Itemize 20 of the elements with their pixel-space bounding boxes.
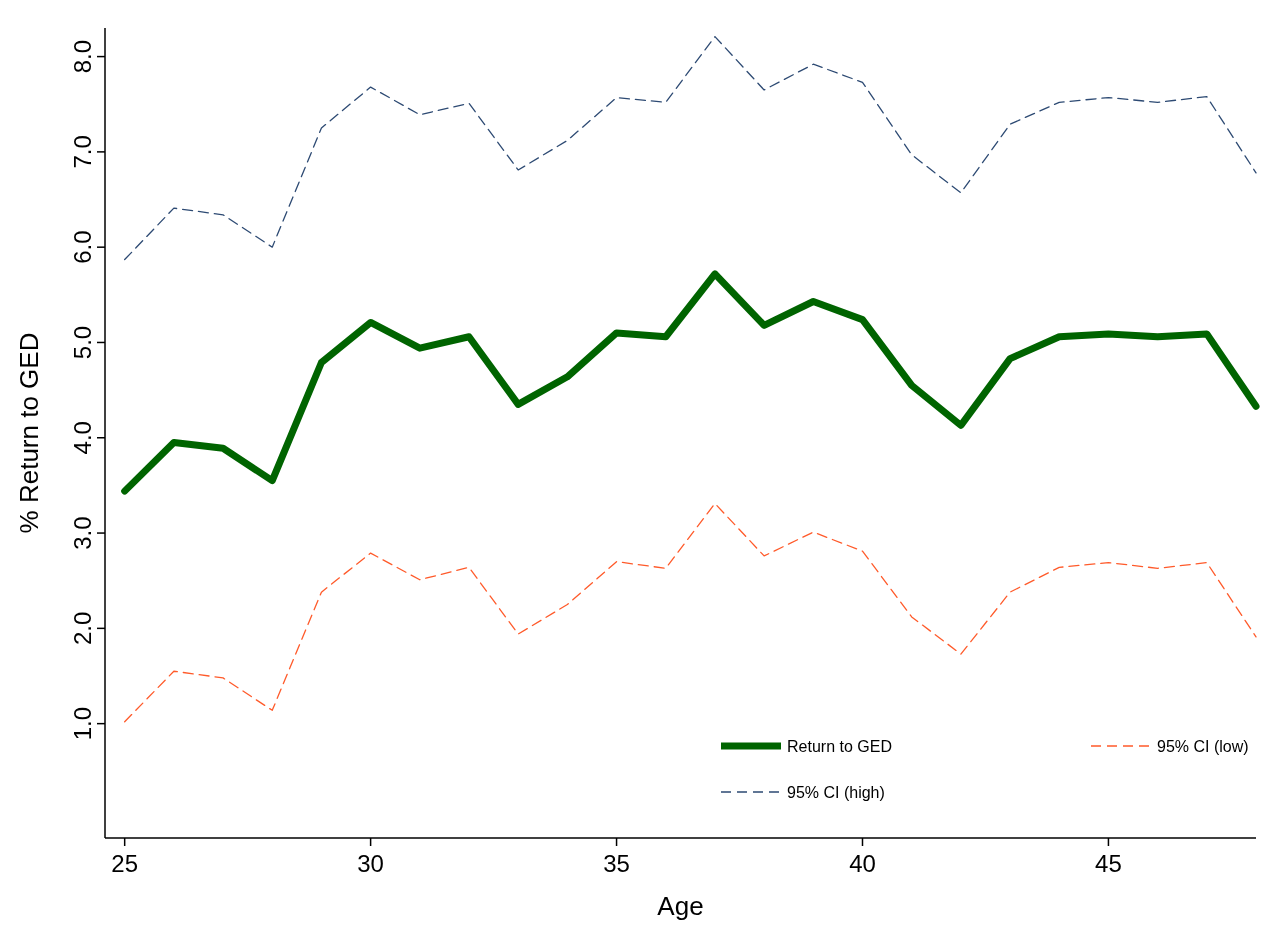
y-axis-title: % Return to GED xyxy=(14,332,44,534)
y-tick-label: 5.0 xyxy=(69,325,96,360)
x-axis-title: Age xyxy=(657,891,704,921)
x-tick-label: 45 xyxy=(1095,850,1122,877)
line-series xyxy=(124,502,1257,723)
line-series xyxy=(124,35,1257,261)
legend-label: 95% CI (low) xyxy=(1157,738,1249,755)
y-tick-label: 8.0 xyxy=(69,39,96,74)
x-tick-label: 40 xyxy=(849,850,876,877)
y-tick-label: 1.0 xyxy=(69,706,96,741)
y-tick-label: 3.0 xyxy=(69,516,96,550)
x-tick-label: 25 xyxy=(111,850,139,877)
x-tick-label: 35 xyxy=(603,850,630,877)
y-tick-label: 7.0 xyxy=(69,135,96,169)
y-tick-label: 4.0 xyxy=(69,421,96,455)
legend-label: 95% CI (high) xyxy=(787,784,885,801)
y-tick-label: 6.0 xyxy=(69,230,96,264)
legend-label: Return to GED xyxy=(787,738,892,755)
y-tick-label: 2.0 xyxy=(69,611,96,646)
x-tick-label: 30 xyxy=(357,850,384,877)
